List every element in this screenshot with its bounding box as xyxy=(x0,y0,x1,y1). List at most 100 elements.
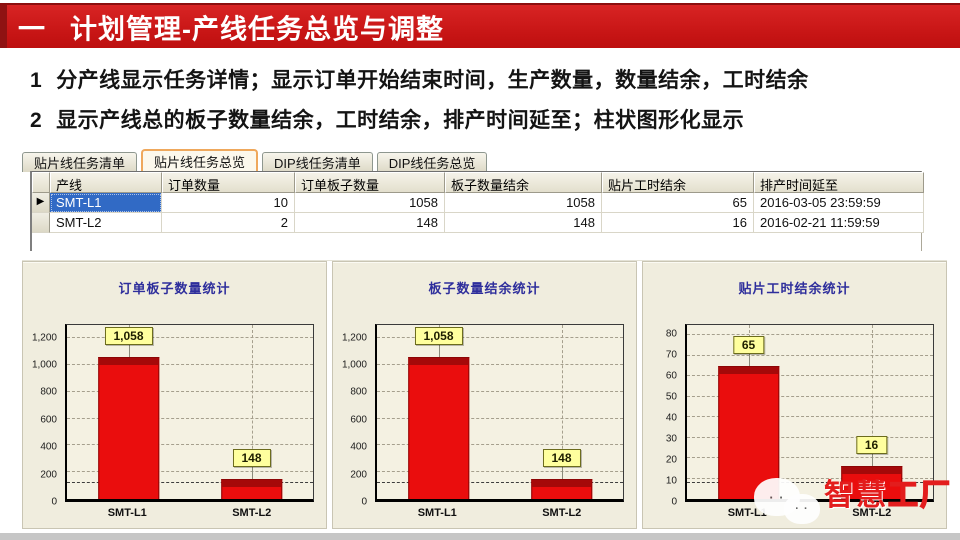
selected-row-indicator: ▶ xyxy=(32,193,50,213)
column-header-6[interactable]: 排产时间延至 xyxy=(754,172,924,193)
bar-top-shade xyxy=(221,480,282,488)
plot-area: 1,058 148 xyxy=(375,324,624,502)
data-label-connector xyxy=(871,454,873,467)
chart-title: 订单板子数量统计 xyxy=(118,281,231,296)
gridline-horizontal xyxy=(67,390,313,392)
table-cell[interactable]: 148 xyxy=(445,213,602,233)
gridline-horizontal xyxy=(377,471,623,473)
x-tick-label: SMT-L2 xyxy=(852,507,892,519)
gridline-horizontal xyxy=(687,436,933,438)
y-tick-label: 1,200 xyxy=(341,332,367,344)
bar-smt-l2 xyxy=(220,479,283,499)
y-tick-label: 50 xyxy=(665,391,677,403)
bar-smt-l2 xyxy=(840,466,903,499)
gridline-horizontal xyxy=(377,417,623,419)
column-header-2[interactable]: 订单数量 xyxy=(162,172,295,193)
table-cell[interactable]: 1058 xyxy=(295,193,445,213)
data-label-connector xyxy=(128,345,130,358)
table-cell[interactable]: SMT-L1 xyxy=(50,193,162,213)
y-tick-label: 0 xyxy=(361,496,367,508)
y-tick-label: 80 xyxy=(665,328,677,340)
plot-area: 65 16 xyxy=(685,324,934,502)
column-header-5[interactable]: 贴片工时结余 xyxy=(602,172,754,193)
bullet-number: 2 xyxy=(30,109,43,132)
bullet-text: 显示产线总的板子数量结余，工时结余，排产时间延至；柱状图形化显示 xyxy=(56,109,745,132)
gridline-vertical xyxy=(871,325,873,499)
bar-smt-l1 xyxy=(407,357,470,499)
chart-order-board-qty: 订单板子数量统计 0 200 400 600 800 1,000 1,200 1,058 148 S… xyxy=(22,261,327,529)
gridline-horizontal xyxy=(687,457,933,459)
column-header-4[interactable]: 板子数量结余 xyxy=(445,172,602,193)
y-tick-label: 800 xyxy=(350,386,367,398)
wechat-watermark: · · · · 智慧工厂 xyxy=(754,468,954,526)
wechat-bubble-dots-small: · · xyxy=(795,503,809,515)
production-line-table: 产线 订单数量 订单板子数量 板子数量结余 贴片工时结余 排产时间延至 ▶ SMT-L1 10… xyxy=(30,171,924,251)
row-indicator xyxy=(32,213,50,233)
table-cell[interactable]: 2016-03-05 23:59:59 xyxy=(754,193,924,213)
table-cell[interactable]: 148 xyxy=(295,213,445,233)
table-row[interactable]: SMT-L2 2 148 148 16 2016-02-21 11:59:59 xyxy=(32,213,924,233)
column-header-1[interactable]: 产线 xyxy=(50,172,162,193)
watermark-brand-text: 智慧工厂 xyxy=(824,470,952,514)
gridline-horizontal xyxy=(687,395,933,397)
tab-3[interactable]: DIP线任务清单 xyxy=(262,152,373,172)
watermark-text-secondary: 工厂 xyxy=(887,478,952,513)
table-cell[interactable]: SMT-L2 xyxy=(50,213,162,233)
page-title-text: 计划管理-产线任务总览与调整 xyxy=(70,14,444,44)
bar-top-shade xyxy=(408,358,469,366)
y-tick-label: 1,000 xyxy=(341,359,367,371)
page-title: 一计划管理-产线任务总览与调整 xyxy=(18,7,444,46)
table-row[interactable]: ▶ SMT-L1 10 1058 1058 65 2016-03-05 23:59:59 xyxy=(32,193,924,213)
data-label: 148 xyxy=(542,449,581,468)
tab-4[interactable]: DIP线任务总览 xyxy=(376,152,488,172)
table-cell[interactable]: 16 xyxy=(602,213,754,233)
y-axis-labels: 0 200 400 600 800 1,000 1,200 xyxy=(23,324,62,507)
y-tick-label: 400 xyxy=(40,441,57,453)
column-header-3[interactable]: 订单板子数量 xyxy=(295,172,445,193)
title-banner-accent xyxy=(0,5,7,48)
row-indicator-header xyxy=(32,172,50,193)
table-cell[interactable]: 1058 xyxy=(445,193,602,213)
tab-2[interactable]: 贴片线任务总览 xyxy=(141,149,259,172)
y-tick-label: 30 xyxy=(665,433,677,445)
data-label: 148 xyxy=(232,449,271,468)
gridline-horizontal xyxy=(687,477,933,479)
chart-board-qty-balance: 板子数量结余统计 0 200 400 600 800 1,000 1,200 1,058 148 S… xyxy=(332,261,637,529)
y-tick-label: 40 xyxy=(665,412,677,424)
table-cell[interactable]: 65 xyxy=(602,193,754,213)
tab-1[interactable]: 贴片线任务清单 xyxy=(22,152,138,172)
table-body: ▶ SMT-L1 10 1058 1058 65 2016-03-05 23:59:59 SM… xyxy=(32,193,924,233)
data-label-connector xyxy=(438,345,440,358)
table-cell[interactable]: 2 xyxy=(162,213,295,233)
bullet-text: 分产线显示任务详情；显示订单开始结束时间，生产数量，数量结余，工时结余 xyxy=(56,69,809,92)
gridline-horizontal xyxy=(67,337,313,339)
table-cell[interactable]: 10 xyxy=(162,193,295,213)
x-axis-labels: SMT-L1 SMT-L2 xyxy=(65,507,314,521)
gridline-horizontal xyxy=(377,337,623,339)
y-axis-labels: 0 10 20 30 40 50 60 70 80 xyxy=(643,324,682,508)
y-tick-label: 60 xyxy=(665,370,677,382)
data-label-connector xyxy=(561,467,563,480)
y-tick-label: 200 xyxy=(350,469,367,481)
watermark-text-primary: 智慧 xyxy=(824,479,888,512)
y-tick-label: 10 xyxy=(665,475,677,487)
gridline-horizontal xyxy=(687,375,933,377)
y-tick-label: 200 xyxy=(40,469,57,481)
x-tick-label: SMT-L1 xyxy=(107,507,147,519)
baseline-marker xyxy=(377,482,623,484)
y-tick-label: 1,200 xyxy=(31,332,57,344)
x-tick-label: SMT-L1 xyxy=(727,507,767,519)
slide-bottom-edge xyxy=(0,533,960,540)
y-tick-label: 1,000 xyxy=(31,359,57,371)
x-axis-labels: SMT-L1 SMT-L2 xyxy=(375,507,624,521)
bullet-list: 1 分产线显示任务详情；显示订单开始结束时间，生产数量，数量结余，工时结余 2 显示产… xyxy=(30,64,954,144)
gridline-vertical xyxy=(561,325,563,499)
data-label-connector xyxy=(251,467,253,480)
y-axis-labels: 0 200 400 600 800 1,000 1,200 xyxy=(333,324,372,507)
table-cell[interactable]: 2016-02-21 11:59:59 xyxy=(754,213,924,233)
baseline-marker xyxy=(67,482,313,484)
x-axis-labels: SMT-L1 SMT-L2 xyxy=(685,507,934,521)
bullet-item-2: 2 显示产线总的板子数量结余，工时结余，排产时间延至；柱状图形化显示 xyxy=(30,104,954,134)
baseline-marker xyxy=(687,482,933,484)
bar-smt-l2 xyxy=(530,479,593,499)
